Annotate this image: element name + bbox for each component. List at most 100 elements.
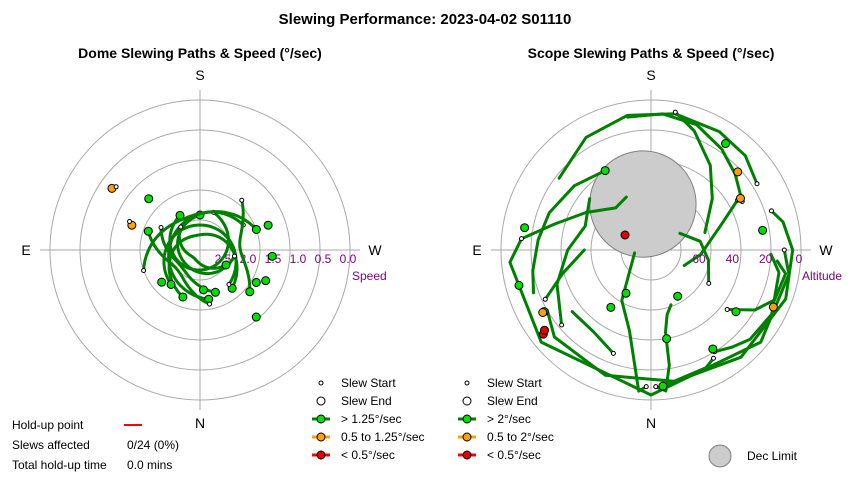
- dome-slew-start-point: [127, 219, 133, 225]
- scope-slew-path: [725, 259, 788, 312]
- scope-slew-start-point: [610, 350, 616, 356]
- legend-slew-end-marker: [462, 396, 472, 406]
- dome-slew-end-point: [178, 292, 188, 302]
- legend-slew-start-marker: [464, 380, 470, 386]
- legend-medium-marker: [316, 432, 326, 442]
- scope-slew-end-point: [758, 225, 768, 235]
- dome-slew-end-point: [251, 312, 261, 322]
- scope-slew-end-point: [621, 288, 631, 298]
- legend-fast-marker: [316, 414, 326, 424]
- scope-radial-tick-label: 60: [692, 252, 706, 266]
- dome-slew-start-point: [141, 268, 147, 274]
- scope-slew-path: [508, 237, 791, 397]
- dome-slew-start-point: [226, 281, 232, 287]
- legend-slow-marker: [316, 450, 326, 460]
- scope-slew-markers: [514, 139, 778, 391]
- scope-slew-end-point: [708, 344, 718, 354]
- scope-slew-start-point: [724, 307, 730, 313]
- scope-slew-start-point: [754, 181, 760, 187]
- scope-slew-end-point: [721, 139, 731, 149]
- scope-radial-tick-label: 40: [726, 252, 740, 266]
- scope-slew-path: [531, 169, 607, 295]
- legend-fast-marker: [462, 414, 472, 424]
- dome-slew-start-point: [239, 197, 245, 203]
- scope-slew-path: [682, 198, 740, 267]
- scope-slew-start-point: [706, 280, 712, 286]
- scope-compass-right: W: [819, 242, 833, 258]
- dome-slew-end-point: [210, 287, 220, 297]
- dome-slew-end-point: [166, 279, 176, 289]
- legend-slew-end: Slew End: [341, 394, 392, 408]
- scope-slew-path: [555, 197, 592, 327]
- scope-slew-start-point: [768, 208, 774, 214]
- dome-compass-left: E: [21, 242, 30, 258]
- scope-slew-end-point: [520, 223, 530, 233]
- dome-slew-markers: [107, 183, 277, 322]
- dome-slew-end-point: [221, 260, 231, 270]
- scope-slew-path: [620, 251, 648, 393]
- scope-slew-start-point: [672, 109, 678, 115]
- scope-slew-end-point: [540, 325, 550, 335]
- dome-radial-tick-label: 0.5: [315, 252, 332, 266]
- holdup-total-value: 0.0 mins: [127, 458, 172, 472]
- scope-compass-left: E: [472, 242, 481, 258]
- dome-radial-label: Speed: [352, 269, 387, 283]
- legend-slow: < 0.5°/sec: [487, 448, 541, 462]
- scope-slew-end-point: [514, 280, 524, 290]
- scope-slew-start-point: [518, 236, 524, 242]
- legend-slow: < 0.5°/sec: [341, 448, 395, 462]
- dome-slew-paths: [141, 197, 261, 307]
- legend-medium: 0.5 to 1.25°/sec: [341, 430, 425, 444]
- scope-slew-path: [543, 248, 586, 301]
- dome-slew-end-point: [267, 251, 277, 261]
- dome-slew-end-point: [198, 285, 208, 295]
- holdup-slews-value: 0/24 (0%): [127, 438, 179, 452]
- dome-slew-start-point: [178, 224, 184, 230]
- legend-slew-start: Slew Start: [341, 376, 396, 390]
- scope-slew-end-point: [538, 308, 548, 317]
- dome-radial-tick-label: 0.0: [340, 252, 357, 266]
- scope-chart: Scope Slewing Paths & Speed (°/sec) S N …: [472, 45, 842, 431]
- scope-legend: Slew Start Slew End > 2°/sec 0.5 to 2°/s…: [458, 376, 798, 468]
- scope-slew-path: [713, 252, 781, 354]
- scope-slew-path: [545, 308, 715, 383]
- scope-slew-end-point: [735, 193, 745, 203]
- scope-slew-end-point: [606, 302, 616, 312]
- scope-slew-start-point: [653, 384, 659, 390]
- scope-slew-path: [570, 310, 615, 355]
- scope-slew-end-point: [658, 381, 668, 391]
- figure-title: Slewing Performance: 2023-04-02 S01110: [279, 11, 572, 28]
- dome-slew-end-point: [157, 277, 167, 287]
- dome-radial-tick-label: 1.0: [290, 252, 307, 266]
- scope-radial-tick-label: 0: [796, 252, 803, 266]
- holdup-total-label: Total hold-up time: [12, 458, 107, 472]
- dome-slew-path: [238, 199, 252, 292]
- scope-radial-tick-label: 20: [759, 252, 773, 266]
- scope-slew-end-point: [768, 302, 778, 312]
- legend-slew-end: Slew End: [487, 394, 538, 408]
- scope-slew-start-point: [559, 322, 565, 328]
- scope-slew-path: [673, 110, 714, 234]
- legend-slew-start: Slew Start: [487, 376, 542, 390]
- dome-slew-path: [177, 226, 227, 270]
- legend-slow-marker: [462, 450, 472, 460]
- dome-compass-right: W: [368, 242, 382, 258]
- holdup-slews-label: Slews affected: [12, 438, 90, 452]
- dome-chart: Dome Slewing Paths & Speed (°/sec) S N E…: [21, 45, 386, 431]
- scope-slew-end-point: [620, 230, 630, 240]
- dome-slew-end-point: [263, 220, 273, 230]
- scope-slew-end-point: [731, 307, 741, 317]
- legend-medium-marker: [462, 432, 472, 442]
- scope-slew-end-point: [733, 167, 743, 177]
- dome-slew-start-point: [231, 253, 237, 259]
- legend-medium: 0.5 to 2°/sec: [487, 430, 554, 444]
- legend-fast: > 1.25°/sec: [341, 412, 402, 426]
- scope-slew-start-point: [711, 355, 716, 361]
- dome-grid: [40, 90, 360, 410]
- holdup-point-label: Hold-up point: [12, 418, 84, 432]
- scope-slew-end-point: [600, 166, 610, 176]
- scope-radial-ticks: 60 40 20 0: [692, 252, 802, 266]
- dome-slew-path: [159, 227, 216, 294]
- legend-slew-start-marker: [318, 380, 324, 386]
